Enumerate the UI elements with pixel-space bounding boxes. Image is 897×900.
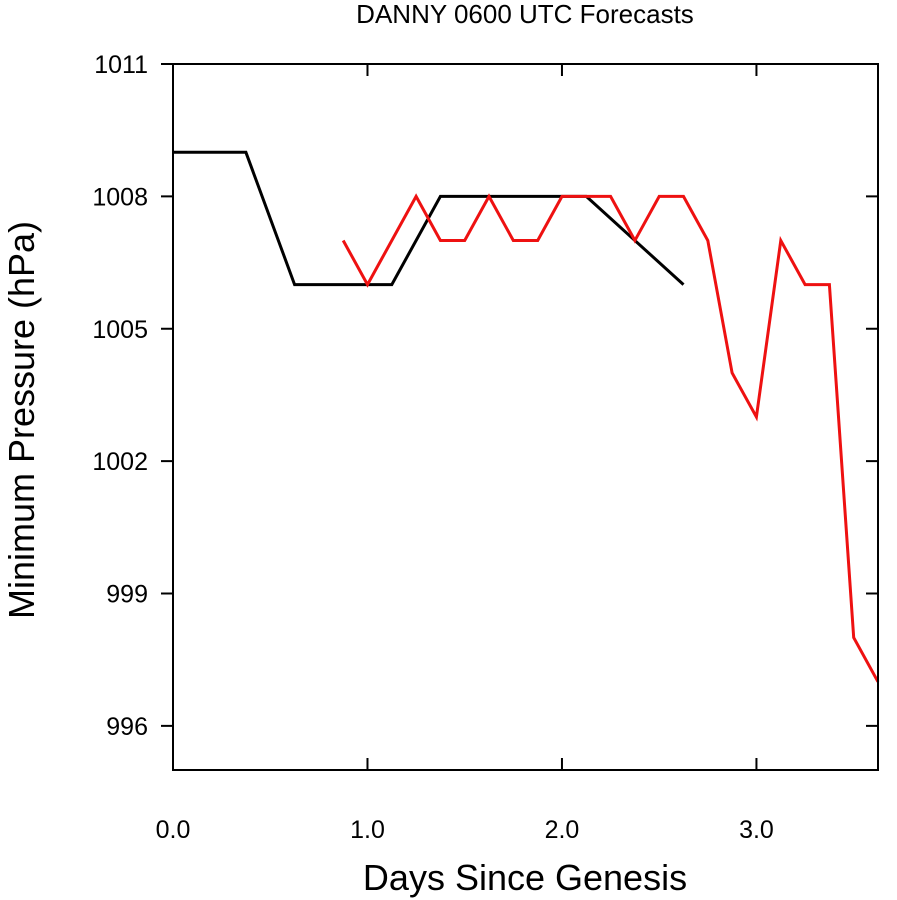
tick-layer: 0.0 1.0 2.0 3.0 996 999 1002 1005 1008 1011 — [92, 51, 878, 844]
x-tick-label: 1.0 — [350, 816, 385, 844]
y-tick-label: 996 — [106, 713, 148, 741]
x-axis-title: Days Since Genesis — [363, 857, 687, 898]
chart-title: DANNY 0600 UTC Forecasts — [356, 0, 694, 29]
x-tick-label: 0.0 — [156, 816, 191, 844]
plot-frame — [172, 63, 879, 771]
y-tick-label: 1005 — [92, 316, 148, 344]
series-layer — [173, 150, 880, 683]
x-tick-label: 2.0 — [545, 816, 580, 844]
y-tick-label: 1008 — [92, 183, 148, 211]
y-axis-title: Minimum Pressure (hPa) — [1, 221, 42, 619]
y-tick-label: 1002 — [92, 448, 148, 476]
x-tick-label: 3.0 — [739, 816, 774, 844]
y-tick-label: 1011 — [94, 51, 148, 79]
y-tick-label: 999 — [106, 581, 148, 609]
series-line-2 — [341, 193, 880, 683]
